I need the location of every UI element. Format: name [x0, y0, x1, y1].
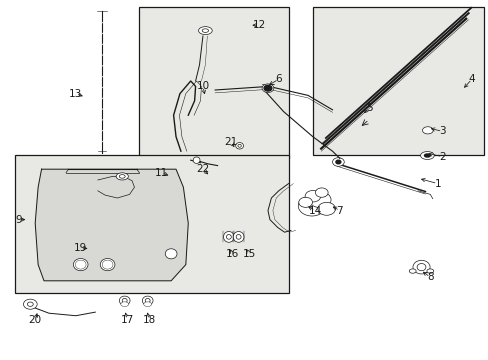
Circle shape	[264, 85, 271, 91]
Ellipse shape	[412, 260, 429, 274]
Ellipse shape	[121, 302, 128, 307]
Text: 14: 14	[308, 206, 322, 216]
Circle shape	[27, 302, 33, 306]
Ellipse shape	[77, 262, 84, 267]
Text: 1: 1	[433, 179, 440, 189]
Text: 9: 9	[15, 215, 22, 225]
Circle shape	[23, 299, 37, 309]
Text: 15: 15	[242, 249, 256, 259]
Text: 16: 16	[225, 249, 239, 259]
Text: 18: 18	[142, 315, 156, 325]
Circle shape	[315, 188, 327, 197]
Circle shape	[262, 84, 273, 93]
Ellipse shape	[223, 231, 234, 242]
Text: 13: 13	[69, 89, 82, 99]
Ellipse shape	[142, 296, 153, 305]
Ellipse shape	[226, 235, 231, 239]
Ellipse shape	[198, 27, 212, 35]
Ellipse shape	[116, 173, 128, 180]
Ellipse shape	[422, 127, 432, 134]
Ellipse shape	[102, 260, 113, 269]
Ellipse shape	[75, 260, 86, 269]
Circle shape	[335, 160, 340, 164]
Text: 2: 2	[438, 152, 445, 162]
Ellipse shape	[145, 298, 150, 303]
Circle shape	[309, 192, 330, 208]
Ellipse shape	[237, 144, 241, 147]
Ellipse shape	[235, 143, 243, 149]
Text: 3: 3	[438, 126, 445, 136]
Ellipse shape	[165, 249, 177, 259]
Ellipse shape	[423, 153, 430, 158]
Ellipse shape	[426, 269, 433, 273]
Ellipse shape	[122, 298, 127, 303]
Circle shape	[298, 197, 312, 207]
Text: 22: 22	[196, 164, 209, 174]
Circle shape	[317, 202, 335, 215]
Ellipse shape	[119, 175, 125, 178]
Text: 6: 6	[275, 74, 282, 84]
Circle shape	[298, 196, 325, 216]
Text: 8: 8	[426, 272, 433, 282]
Text: 10: 10	[196, 81, 209, 91]
Ellipse shape	[408, 269, 415, 273]
Text: 17: 17	[120, 315, 134, 325]
Text: 12: 12	[252, 20, 265, 30]
Bar	[139, 7, 288, 158]
Ellipse shape	[236, 235, 241, 239]
Ellipse shape	[143, 302, 151, 307]
Ellipse shape	[233, 231, 244, 242]
Text: 7: 7	[336, 206, 343, 216]
Ellipse shape	[119, 296, 130, 305]
Circle shape	[265, 86, 270, 90]
Text: 20: 20	[29, 315, 41, 325]
Text: 21: 21	[224, 137, 237, 147]
Ellipse shape	[193, 157, 200, 163]
Text: 4: 4	[468, 74, 474, 84]
Ellipse shape	[202, 29, 208, 32]
Bar	[15, 155, 288, 293]
Text: 5: 5	[365, 103, 372, 113]
Bar	[312, 7, 483, 155]
Polygon shape	[35, 169, 188, 281]
Ellipse shape	[100, 258, 115, 271]
Ellipse shape	[416, 264, 425, 271]
Text: 11: 11	[154, 168, 168, 178]
Ellipse shape	[104, 262, 111, 267]
Ellipse shape	[73, 258, 88, 271]
Text: 19: 19	[74, 243, 87, 253]
Circle shape	[305, 190, 320, 202]
Ellipse shape	[420, 152, 433, 159]
Circle shape	[332, 158, 344, 166]
